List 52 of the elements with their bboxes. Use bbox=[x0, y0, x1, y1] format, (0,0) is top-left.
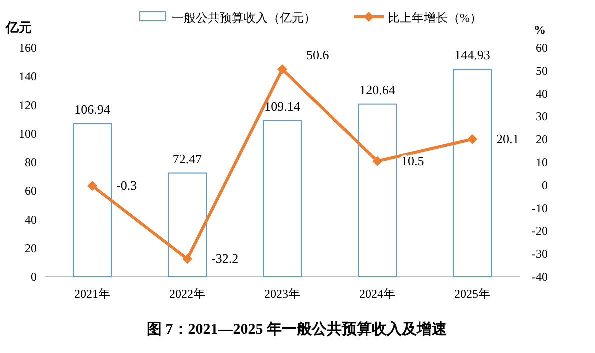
bar bbox=[358, 104, 397, 278]
y2-tick-label: 50 bbox=[536, 64, 548, 78]
point bbox=[182, 254, 192, 264]
y2-tick-label: 20 bbox=[536, 132, 548, 147]
y2-tick-label: 60 bbox=[536, 41, 548, 55]
data-label: 50.6 bbox=[306, 48, 330, 63]
y2-tick-label: -30 bbox=[532, 247, 548, 262]
x-tick-label: 2021年 bbox=[74, 287, 110, 301]
x-tick-label: 2024年 bbox=[360, 287, 396, 301]
y-tick-label: 40 bbox=[25, 212, 37, 227]
data-label: 109.14 bbox=[264, 98, 301, 114]
y2-tick-label: -10 bbox=[532, 201, 548, 216]
legend-label: 一般公共预算收入（亿元） bbox=[172, 11, 316, 25]
y2-tick-label: 40 bbox=[536, 86, 548, 101]
y-tick-label: 20 bbox=[25, 241, 37, 256]
y-tick-label: 160 bbox=[19, 41, 37, 55]
x-tick-label: 2025年 bbox=[454, 287, 490, 301]
y2-tick-label: -20 bbox=[532, 224, 548, 238]
bar bbox=[263, 120, 302, 278]
data-label: 10.5 bbox=[402, 153, 424, 168]
data-label: -32.2 bbox=[212, 251, 239, 266]
data-label: 120.64 bbox=[360, 82, 396, 98]
y-tick-label: 0 bbox=[31, 270, 37, 284]
bar bbox=[73, 123, 112, 278]
y-tick-label: 140 bbox=[19, 70, 37, 84]
x-tick-label: 2023年 bbox=[264, 287, 300, 301]
legend-比上年增长（%）: 比上年增长（%） bbox=[354, 11, 482, 25]
y-tick-label: 120 bbox=[19, 98, 37, 112]
y2-axis-title: % bbox=[534, 23, 546, 37]
data-label: -0.3 bbox=[116, 178, 138, 194]
y-tick-label: 80 bbox=[25, 156, 37, 170]
y2-tick-label: -40 bbox=[532, 270, 548, 284]
data-label: 106.94 bbox=[74, 102, 111, 117]
legend-一般公共预算收入（亿元）: 一般公共预算收入（亿元） bbox=[140, 11, 316, 25]
data-label: 144.93 bbox=[454, 48, 490, 63]
data-label: 72.47 bbox=[172, 151, 203, 166]
y2-tick-label: 30 bbox=[536, 110, 548, 124]
bar bbox=[168, 172, 207, 278]
y2-tick-label: 0 bbox=[542, 178, 548, 192]
x-tick-label: 2022年 bbox=[170, 287, 206, 301]
point bbox=[372, 156, 382, 166]
y-tick-label: 60 bbox=[25, 184, 37, 198]
point bbox=[278, 64, 288, 75]
text: 图 7：2021—2025 年一般公共预算收入及增速 bbox=[147, 321, 448, 338]
point bbox=[468, 134, 478, 144]
legend-label: 比上年增长（%） bbox=[388, 11, 482, 25]
data-label: 20.1 bbox=[496, 131, 520, 146]
bar bbox=[453, 69, 492, 278]
y-tick-label: 100 bbox=[19, 126, 37, 141]
y2-tick-label: 10 bbox=[536, 156, 548, 170]
y-axis-title: 亿元 bbox=[5, 20, 32, 35]
point bbox=[88, 181, 98, 192]
